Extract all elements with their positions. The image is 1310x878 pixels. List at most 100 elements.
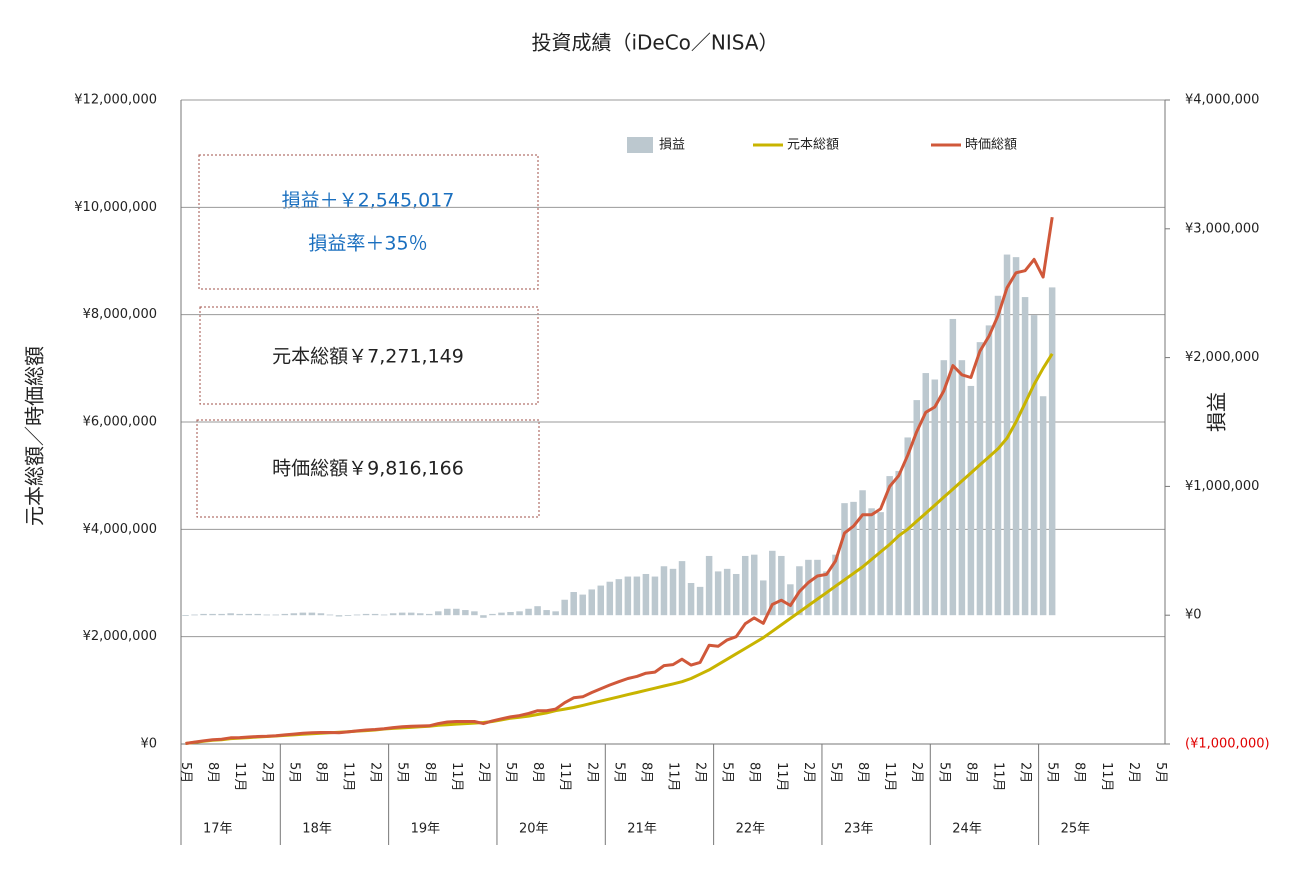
- bar: [1003, 254, 1011, 616]
- bar: [750, 554, 758, 616]
- bar: [191, 614, 198, 616]
- year-label: 17年: [203, 822, 233, 837]
- legend-label: 元本総額: [787, 138, 839, 153]
- y2-tick-label: ¥2,000,000: [1185, 350, 1259, 365]
- legend-label: 損益: [659, 138, 685, 153]
- bar: [462, 610, 469, 616]
- y2-tick-label: (¥1,000,000): [1185, 737, 1270, 752]
- bar: [290, 613, 298, 616]
- bar: [642, 573, 650, 616]
- bar: [308, 612, 316, 616]
- bar: [651, 576, 659, 616]
- bar: [633, 576, 641, 616]
- bar: [778, 555, 785, 616]
- x-tick-label: 8月: [855, 762, 870, 783]
- bar: [904, 437, 911, 616]
- bar: [931, 379, 939, 616]
- bar: [227, 613, 234, 616]
- bar: [741, 555, 749, 616]
- y2-axis-label: 損益: [1205, 392, 1229, 432]
- bar: [245, 613, 252, 616]
- y-tick-label: ¥12,000,000: [74, 93, 157, 108]
- bar: [696, 586, 704, 616]
- y-tick-label: ¥8,000,000: [83, 307, 157, 322]
- year-label: 22年: [736, 822, 766, 837]
- annotation-box: [196, 419, 540, 518]
- x-tick-label: 5月: [395, 762, 410, 783]
- x-tick-label: 5月: [178, 762, 193, 783]
- bar: [877, 512, 884, 616]
- bar: [317, 613, 325, 616]
- bar: [516, 611, 523, 616]
- bar: [805, 559, 812, 616]
- x-tick-label: 2月: [909, 762, 924, 783]
- x-tick-label: 2月: [693, 762, 708, 783]
- bar: [389, 613, 397, 616]
- bar: [723, 568, 731, 616]
- x-tick-label: 5月: [720, 762, 735, 783]
- bar: [660, 566, 668, 616]
- bar: [994, 295, 1002, 616]
- x-tick-label: 5月: [1153, 762, 1168, 783]
- bar: [868, 508, 875, 616]
- x-tick-label: 8月: [205, 762, 220, 783]
- bar: [209, 613, 216, 616]
- line: [185, 353, 1054, 745]
- x-tick-label: 5月: [1045, 762, 1060, 783]
- bar: [299, 612, 307, 616]
- year-label: 18年: [302, 822, 332, 837]
- y2-tick-label: ¥4,000,000: [1185, 93, 1259, 108]
- bar: [407, 612, 415, 616]
- x-tick-label: 8月: [638, 762, 653, 783]
- x-tick-label: 2月: [368, 762, 383, 783]
- bar: [1048, 287, 1056, 616]
- bar: [281, 613, 289, 616]
- annotation-box: [198, 154, 539, 290]
- x-tick-label: 2月: [801, 762, 816, 783]
- bar: [687, 583, 695, 616]
- bar: [380, 614, 388, 616]
- legend-label: 時価総額: [965, 138, 1017, 153]
- x-tick-label: 11月: [341, 762, 356, 792]
- bar: [787, 584, 794, 616]
- year-label: 24年: [952, 822, 982, 837]
- y2-tick-label: ¥1,000,000: [1185, 479, 1259, 494]
- bar: [272, 614, 280, 616]
- bar: [335, 615, 343, 617]
- bar: [922, 373, 930, 616]
- bar: [841, 503, 848, 616]
- bar: [1021, 297, 1029, 616]
- x-tick-label: 8月: [530, 762, 545, 783]
- annotation: 時価総額￥9,816,166: [272, 458, 464, 480]
- year-label: 20年: [519, 822, 549, 837]
- x-tick-label: 2月: [476, 762, 491, 783]
- bar: [597, 585, 605, 616]
- x-tick-label: 5月: [503, 762, 518, 783]
- bar: [453, 608, 460, 616]
- x-tick-label: 2月: [259, 762, 274, 783]
- bar: [507, 611, 514, 616]
- bar: [705, 555, 713, 616]
- bar: [263, 614, 271, 616]
- bar: [678, 561, 686, 616]
- bar: [426, 613, 433, 616]
- year-label: 19年: [411, 822, 441, 837]
- x-tick-label: 8月: [747, 762, 762, 783]
- bar: [606, 581, 614, 616]
- x-tick-label: 8月: [963, 762, 978, 783]
- x-tick-label: 5月: [828, 762, 843, 783]
- bar: [769, 550, 776, 616]
- x-tick-label: 8月: [422, 762, 437, 783]
- x-tick-label: 5月: [936, 762, 951, 783]
- bar: [218, 613, 225, 616]
- line: [185, 216, 1054, 745]
- bar: [552, 611, 559, 616]
- x-tick-label: 11月: [1099, 762, 1114, 792]
- bar: [480, 615, 487, 618]
- bar: [489, 613, 496, 616]
- chart-title: 投資成績（iDeCo／NISA）: [531, 31, 778, 55]
- bar: [1012, 257, 1020, 616]
- x-tick-label: 11月: [666, 762, 681, 792]
- bar: [435, 611, 442, 616]
